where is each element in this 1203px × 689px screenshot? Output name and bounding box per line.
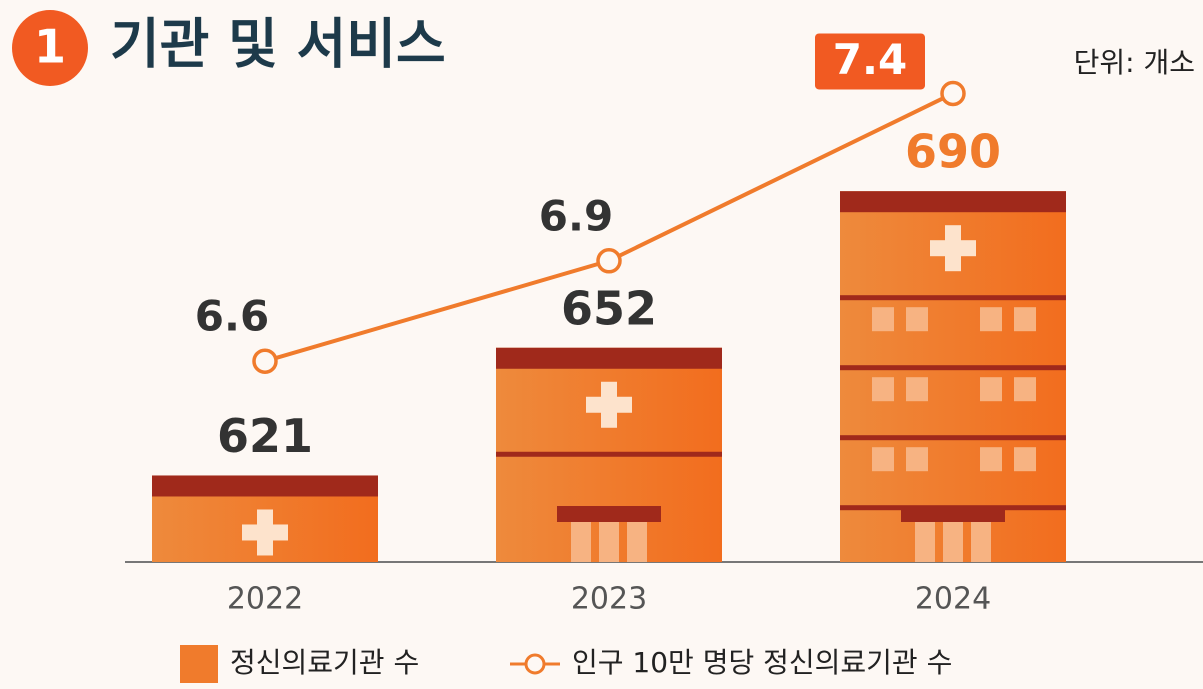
bar-value-label: 690 [905, 125, 1001, 179]
door [599, 522, 619, 562]
floor-line [496, 451, 722, 457]
door [943, 522, 963, 562]
cross [586, 396, 632, 413]
legend-swatch-marker [524, 653, 546, 675]
door-canopy [557, 506, 661, 522]
window [980, 447, 1002, 472]
window [1014, 377, 1036, 402]
line-value-label: 7.4 [833, 35, 907, 84]
cross [242, 524, 288, 541]
roof [152, 475, 378, 497]
line-value-label: 6.9 [539, 191, 613, 240]
bar-value-label: 652 [561, 281, 657, 335]
unit-label: 단위: 개소 [1074, 46, 1195, 79]
window [1014, 447, 1036, 472]
section-number: 1 [34, 20, 66, 74]
legend-swatch-bar [180, 645, 218, 683]
cross [930, 240, 976, 257]
floor-line [840, 295, 1066, 301]
legend-label: 인구 10만 명당 정신의료기관 수 [572, 646, 952, 679]
window [906, 447, 928, 472]
window [980, 377, 1002, 402]
section-badge [12, 10, 88, 86]
line-marker [596, 248, 622, 274]
window [906, 377, 928, 402]
x-tick-label: 2023 [571, 582, 647, 617]
door [571, 522, 591, 562]
door [627, 522, 647, 562]
window [872, 377, 894, 402]
roof [840, 191, 1066, 213]
roof [496, 347, 722, 369]
line-value-label: 6.6 [195, 292, 269, 341]
floor-line [840, 365, 1066, 371]
floor-line [840, 435, 1066, 441]
door [971, 522, 991, 562]
window [1014, 307, 1036, 332]
window [906, 307, 928, 332]
value-badge [815, 33, 925, 90]
door [915, 522, 935, 562]
x-tick-label: 2024 [915, 582, 991, 617]
bar-value-label: 621 [217, 409, 313, 463]
line-marker [940, 80, 966, 107]
window [872, 307, 894, 332]
window [872, 447, 894, 472]
window [980, 307, 1002, 332]
chart-title: 기관 및 서비스 [110, 13, 446, 76]
legend-label: 정신의료기관 수 [230, 646, 419, 679]
x-tick-label: 2022 [227, 582, 303, 617]
door-canopy [901, 506, 1005, 522]
line-marker [252, 348, 278, 374]
